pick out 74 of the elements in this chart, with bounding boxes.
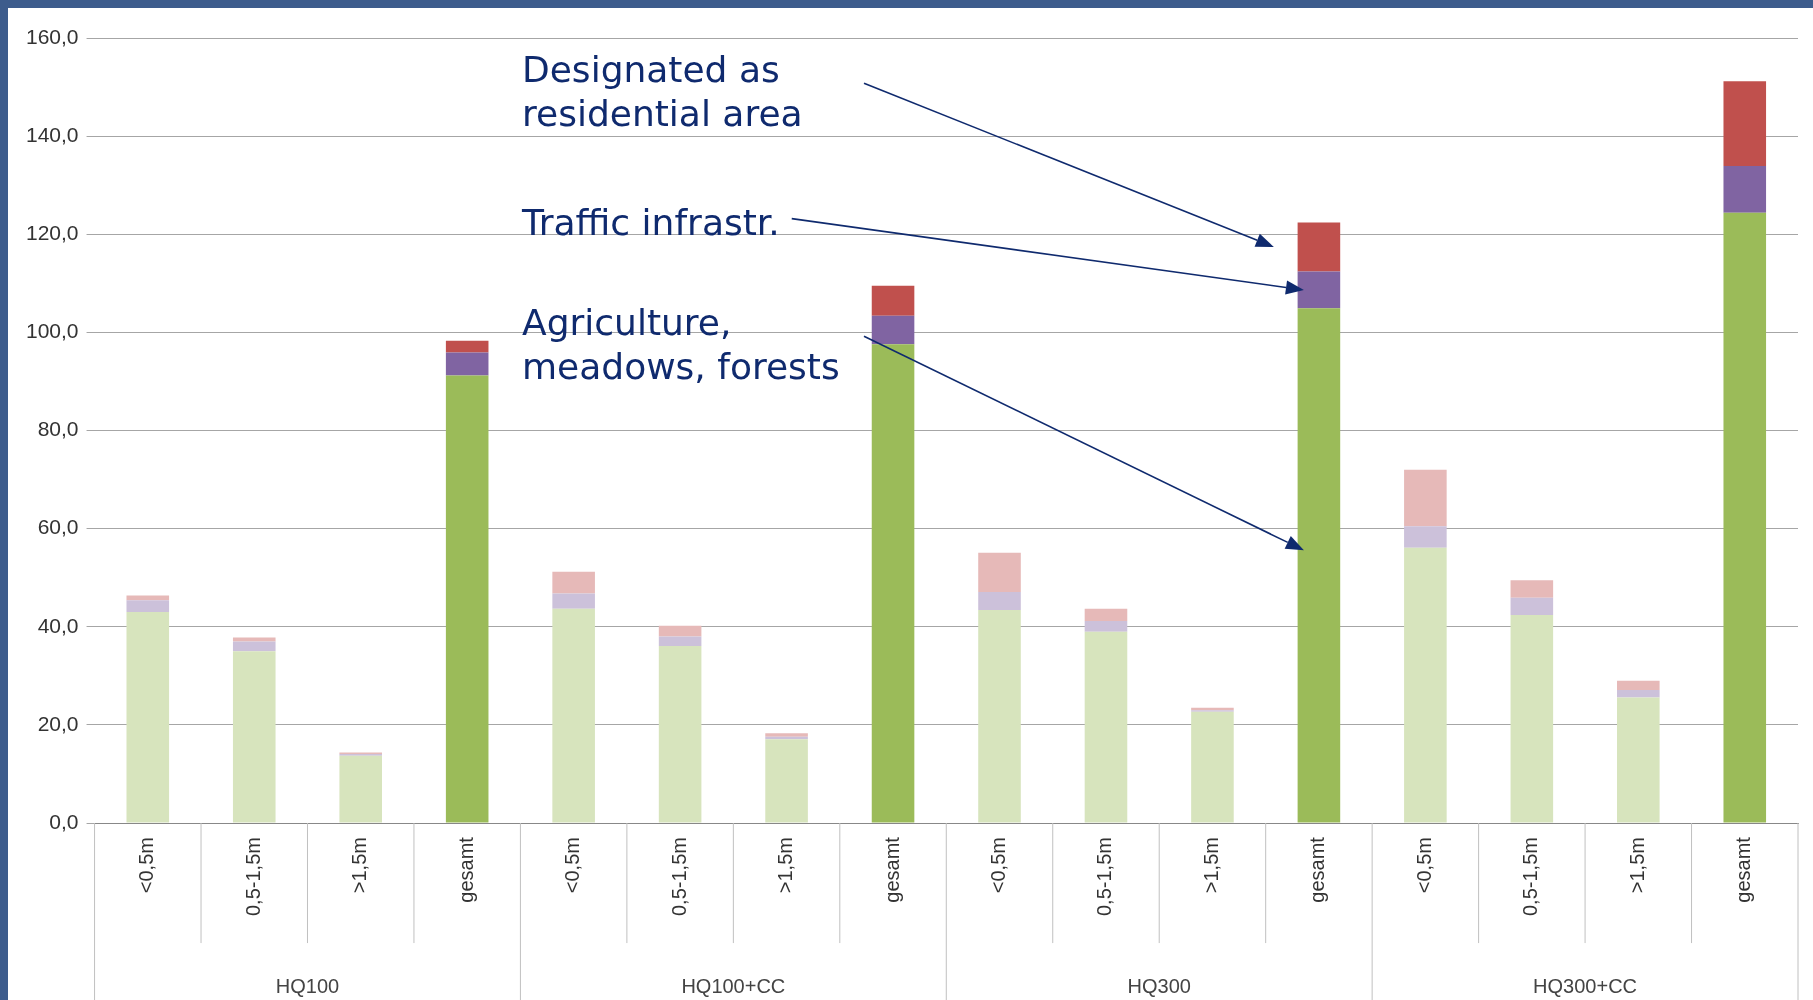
bar [1723, 166, 1767, 213]
bar [232, 641, 276, 652]
annotation: Designated as residential area [522, 48, 804, 136]
bar [1723, 81, 1767, 167]
bar [1084, 631, 1128, 823]
annotation: Traffic infrastr. [522, 201, 780, 245]
y-tick-label: 120,0 [25, 221, 79, 245]
y-tick-label: 140,0 [25, 122, 79, 146]
bar [1617, 680, 1660, 691]
x-tick-label: >1,5m [348, 837, 371, 894]
bar [232, 637, 276, 642]
bar [1510, 597, 1554, 616]
x-tick-label: >1,5m [1625, 837, 1648, 894]
bar [1404, 526, 1447, 548]
bar [1404, 547, 1447, 823]
bar [658, 645, 702, 823]
text: HQ300+CC [1533, 975, 1638, 999]
y-tick-label: 80,0 [37, 417, 79, 441]
x-tick-label: <0,5m [1412, 837, 1435, 894]
bar [658, 625, 702, 637]
bar [658, 636, 702, 646]
y-tick-label: 20,0 [37, 711, 79, 735]
x-tick-label: 0,5-1,5m [241, 837, 264, 917]
bar [232, 651, 276, 823]
text: HQ300 [1127, 975, 1191, 999]
x-tick-label: <0,5m [987, 837, 1010, 894]
bar [1297, 222, 1341, 272]
x-tick-label: 0,5-1,5m [1519, 837, 1542, 917]
bar [1297, 271, 1341, 309]
y-tick-label: 60,0 [37, 515, 79, 539]
y-tick-label: 40,0 [37, 613, 79, 637]
y-tick-label: 160,0 [25, 24, 79, 48]
bar [339, 755, 383, 823]
bar [1084, 620, 1128, 632]
y-tick-label: 100,0 [25, 319, 79, 343]
x-tick-label: <0,5m [561, 837, 584, 894]
x-tick-label: gesamt [454, 836, 477, 903]
x-tick-label: gesamt [1306, 836, 1329, 903]
x-tick-label: >1,5m [774, 837, 797, 894]
bar [978, 610, 1021, 823]
bar [871, 344, 915, 823]
bar [552, 571, 595, 594]
annotation: Agriculture, meadows, forests [522, 301, 841, 389]
bar [1297, 308, 1341, 823]
bar [126, 612, 170, 823]
bar [445, 375, 489, 823]
bar [871, 315, 915, 345]
bar [126, 595, 170, 601]
bar [445, 340, 489, 353]
bar [1191, 711, 1234, 823]
bar [1084, 608, 1128, 621]
y-tick-label: 0,0 [49, 809, 79, 833]
bar [552, 593, 595, 609]
bar [1510, 580, 1554, 598]
x-tick-label: 0,5-1,5m [1093, 837, 1116, 917]
text: HQ100 [275, 975, 340, 999]
bar [978, 552, 1021, 592]
text: HQ100+CC [681, 975, 786, 999]
bar [552, 608, 595, 823]
bar [1404, 469, 1447, 527]
bar [978, 591, 1021, 611]
bar [445, 352, 489, 376]
bar [1510, 615, 1554, 823]
x-tick-label: gesamt [880, 836, 903, 903]
bar [126, 600, 170, 613]
x-tick-label: 0,5-1,5m [667, 837, 690, 917]
bar [1723, 212, 1767, 823]
bar [765, 739, 808, 823]
bar [1617, 690, 1660, 698]
x-tick-label: >1,5m [1199, 837, 1222, 894]
x-tick-label: gesamt [1732, 836, 1755, 903]
bar [871, 285, 915, 316]
x-tick-label: <0,5m [135, 837, 158, 894]
bar [1617, 697, 1660, 823]
